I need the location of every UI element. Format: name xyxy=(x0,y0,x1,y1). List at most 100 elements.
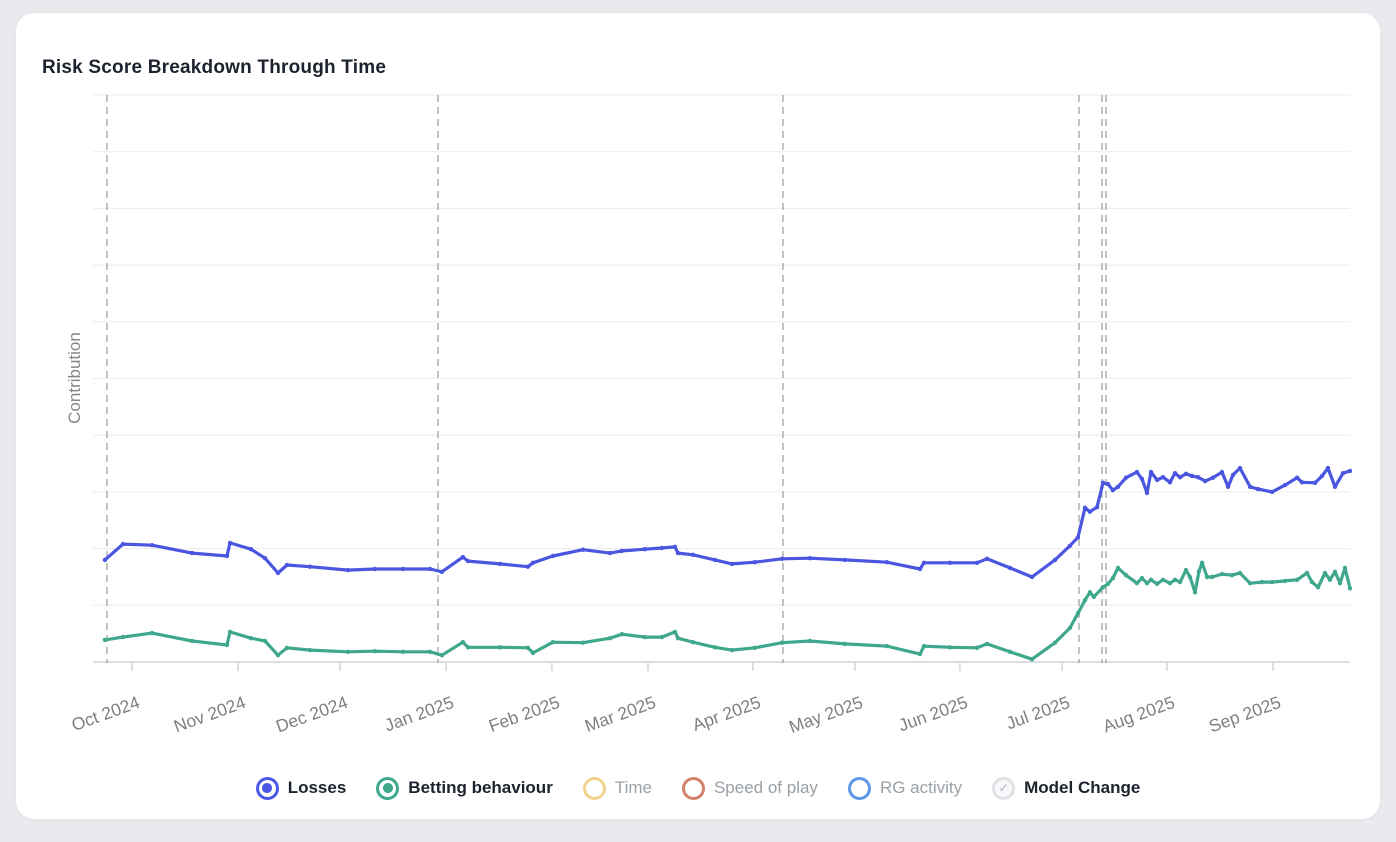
series-point-betting-behaviour xyxy=(947,645,953,650)
series-point-betting-behaviour xyxy=(1183,567,1189,573)
series-point-losses xyxy=(947,560,953,565)
series-point-losses xyxy=(465,558,471,564)
legend-item-speed-of-play[interactable]: Speed of play xyxy=(681,776,818,800)
series-point-losses xyxy=(580,547,586,552)
series-point-losses xyxy=(1219,469,1225,475)
series-point-betting-behaviour xyxy=(460,640,466,645)
series-point-losses xyxy=(550,553,556,559)
x-tick-label: Jun 2025 xyxy=(896,692,971,735)
x-tick-label: Apr 2025 xyxy=(690,692,764,735)
series-point-losses xyxy=(1134,469,1140,475)
series-point-betting-behaviour xyxy=(1160,577,1166,582)
series-point-losses xyxy=(248,547,254,552)
series-point-losses xyxy=(372,566,378,572)
series-point-betting-behaviour xyxy=(675,636,681,641)
series-point-betting-behaviour xyxy=(1196,569,1202,574)
legend-item-losses[interactable]: Losses xyxy=(255,776,346,800)
x-tick-label: Dec 2024 xyxy=(273,692,350,737)
series-point-betting-behaviour xyxy=(1204,574,1210,580)
series-point-betting-behaviour xyxy=(1100,585,1106,590)
series-point-losses xyxy=(120,541,126,547)
x-tick-label: Sep 2025 xyxy=(1206,692,1283,736)
series-point-losses xyxy=(224,553,230,559)
series-point-losses xyxy=(1325,465,1331,471)
series-point-betting-behaviour xyxy=(1199,560,1205,565)
series-point-betting-behaviour xyxy=(372,649,378,654)
series-point-losses xyxy=(712,557,718,563)
series-point-betting-behaviour xyxy=(550,640,556,645)
series-point-betting-behaviour xyxy=(102,637,108,643)
series-point-losses xyxy=(917,566,923,572)
series-point-betting-behaviour xyxy=(1177,579,1183,585)
series-point-losses xyxy=(1225,484,1231,489)
series-point-losses xyxy=(1237,465,1243,471)
series-point-losses xyxy=(1294,475,1300,480)
series-point-betting-behaviour xyxy=(1229,573,1235,578)
legend-dot xyxy=(383,783,393,793)
series-point-betting-behaviour xyxy=(1148,577,1154,582)
legend-item-rg-activity[interactable]: RG activity xyxy=(847,776,963,800)
x-tick-label: Oct 2024 xyxy=(69,692,143,735)
series-point-losses xyxy=(1067,543,1073,548)
series-point-betting-behaviour xyxy=(1134,581,1140,586)
series-point-betting-behaviour xyxy=(149,630,155,636)
series-point-losses xyxy=(284,562,290,568)
series-point-betting-behaviour xyxy=(345,649,351,654)
series-point-losses xyxy=(690,552,696,557)
series-point-losses xyxy=(1247,484,1253,489)
series-point-losses xyxy=(460,554,466,560)
x-tick-label: May 2025 xyxy=(786,692,865,737)
series-point-losses xyxy=(427,566,433,572)
series-point-betting-behaviour xyxy=(607,636,613,641)
series-point-losses xyxy=(345,567,351,573)
series-point-losses xyxy=(227,540,233,546)
legend-label: RG activity xyxy=(879,778,963,797)
series-point-losses xyxy=(1183,471,1189,476)
series-point-betting-behaviour xyxy=(580,640,586,645)
series-point-betting-behaviour xyxy=(120,634,126,640)
series-point-betting-behaviour xyxy=(1110,575,1116,581)
series-point-losses xyxy=(984,556,990,561)
series-point-losses xyxy=(1195,475,1201,480)
series-point-betting-behaviour xyxy=(275,653,281,658)
series-point-betting-behaviour xyxy=(1187,574,1193,580)
page-title: Risk Score Breakdown Through Time xyxy=(42,56,387,78)
series-point-betting-behaviour xyxy=(642,634,648,640)
legend-dot xyxy=(262,783,272,793)
series-point-losses xyxy=(497,561,503,567)
series-point-losses xyxy=(619,548,625,554)
check-glyph: ✓ xyxy=(998,781,1009,795)
series-point-losses xyxy=(1105,481,1111,487)
legend-label: Betting behaviour xyxy=(408,778,553,797)
series-point-betting-behaviour xyxy=(525,645,531,650)
series-point-losses xyxy=(1172,471,1178,476)
series-point-losses xyxy=(1144,490,1150,496)
series-point-betting-behaviour xyxy=(672,629,678,635)
legend-item-model-change[interactable]: ✓ Model Change xyxy=(992,776,1140,800)
legend-item-betting-behaviour[interactable]: Betting behaviour xyxy=(376,776,553,800)
series-point-betting-behaviour xyxy=(1332,569,1338,574)
series-point-betting-behaviour xyxy=(1172,577,1178,582)
series-point-losses xyxy=(1230,472,1236,478)
series-point-betting-behaviour xyxy=(984,641,990,647)
legend-item-time[interactable]: Time xyxy=(582,776,652,800)
series-point-losses xyxy=(102,557,108,563)
series-point-losses xyxy=(729,561,735,567)
series-point-losses xyxy=(752,560,758,565)
series-point-losses xyxy=(659,545,665,551)
series-point-betting-behaviour xyxy=(917,651,923,657)
series-point-betting-behaviour xyxy=(1167,581,1173,586)
series-point-losses xyxy=(1202,478,1208,484)
series-point-losses xyxy=(439,569,445,574)
series-point-betting-behaviour xyxy=(1075,611,1081,616)
series-point-betting-behaviour xyxy=(427,649,433,654)
series-point-betting-behaviour xyxy=(530,650,536,656)
series-point-losses xyxy=(1075,535,1081,540)
legend-label: Time xyxy=(614,778,652,797)
series-line-betting-behaviour xyxy=(103,561,1352,661)
chart-legend: Losses Betting behaviour Time Speed of play… xyxy=(0,768,1396,808)
series-point-losses xyxy=(1100,480,1106,485)
series-point-betting-behaviour xyxy=(1115,565,1121,571)
series-point-losses xyxy=(1282,482,1288,488)
series-point-losses xyxy=(921,560,927,565)
